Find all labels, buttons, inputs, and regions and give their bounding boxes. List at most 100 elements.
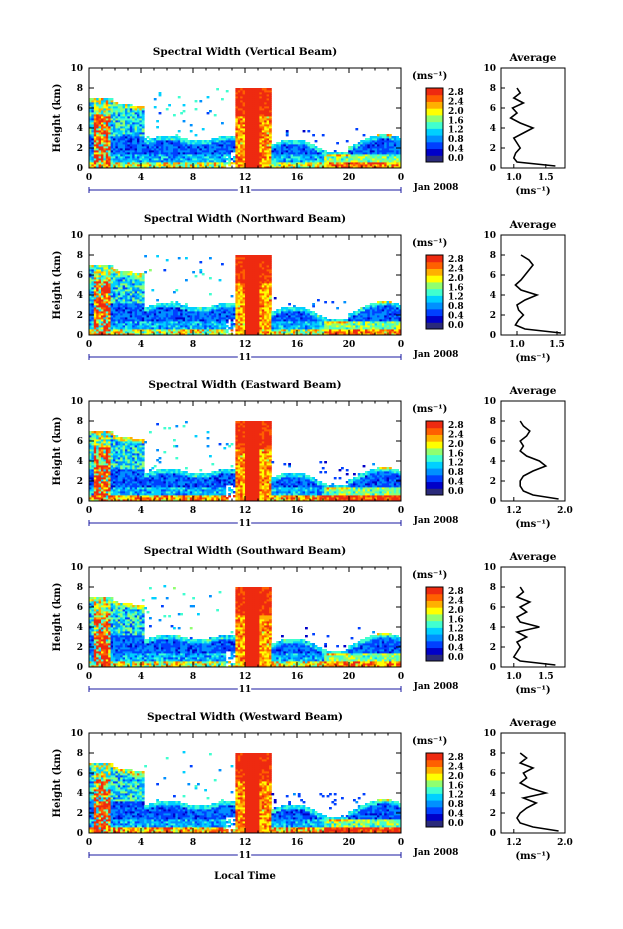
heatmap-cell: [103, 114, 107, 117]
heatmap-cell: [141, 162, 145, 165]
heatmap-cell: [324, 160, 327, 163]
heatmap-cell: [132, 122, 135, 125]
heatmap-cell: [305, 160, 308, 163]
heatmap-cell: [96, 118, 99, 121]
heatmap-cell: [379, 134, 383, 137]
heatmap-cell: [249, 138, 253, 141]
heatmap-cell: [93, 146, 97, 149]
heatmap-cell: [91, 333, 95, 336]
heatmap-cell: [108, 160, 111, 163]
heatmap-cell: [237, 130, 241, 133]
heatmap-cell: [139, 152, 143, 155]
heatmap-cell: [396, 136, 399, 139]
heatmap-cell: [396, 150, 399, 153]
heatmap-cell: [249, 130, 253, 133]
heatmap-cell: [127, 166, 131, 169]
heatmap-cell: [117, 301, 121, 304]
heatmap-cell: [367, 142, 371, 145]
heatmap-cell: [120, 287, 123, 290]
heatmap-cell: [254, 104, 258, 107]
heatmap-cell: [137, 158, 140, 161]
heatmap-cell: [206, 148, 210, 151]
heatmap-cell: [117, 291, 121, 294]
heatmap-cell: [269, 150, 272, 153]
heatmap-cell: [101, 156, 104, 159]
heatmap-cell: [386, 150, 390, 153]
heatmap-cell: [357, 148, 361, 151]
heatmap-cell: [369, 154, 373, 157]
heatmap-cell: [93, 331, 97, 334]
heatmap-cell: [110, 150, 114, 153]
heatmap-cell: [182, 140, 186, 143]
heatmap-cell: [271, 164, 275, 167]
heatmap-cell: [348, 164, 351, 167]
heatmap-cell: [115, 118, 119, 121]
heatmap-cell: [127, 271, 131, 274]
heatmap-cell: [194, 307, 198, 310]
heatmap-cell: [139, 146, 143, 149]
heatmap-cell: [165, 162, 169, 165]
heatmap-cell: [221, 162, 224, 165]
heatmap-cell: [101, 281, 104, 284]
heatmap-cell: [89, 313, 92, 316]
heatmap-cell: [237, 92, 241, 95]
heatmap-cell: [254, 255, 258, 258]
heatmap-cell: [211, 160, 215, 163]
heatmap-cell: [240, 138, 243, 141]
heatmap-cell: [266, 94, 270, 97]
heatmap-cell: [269, 126, 272, 129]
heatmap-cell: [137, 309, 140, 312]
heatmap-cell: [89, 106, 92, 109]
heatmap-cell: [223, 164, 227, 167]
heatmap-cell: [350, 150, 354, 153]
heatmap-cell: [113, 116, 116, 119]
heatmap-cell: [120, 112, 123, 115]
heatmap-cell: [247, 140, 251, 143]
heatmap-cell: [122, 287, 126, 290]
heatmap-cell: [237, 98, 241, 101]
heatmap-cell: [103, 267, 107, 270]
heatmap-cell: [389, 148, 392, 151]
heatmap-cell: [225, 158, 229, 161]
heatmap-cell: [283, 166, 287, 169]
heatmap-cell: [137, 329, 140, 332]
heatmap-cell: [189, 160, 193, 163]
heatmap-cell: [350, 146, 354, 149]
heatmap-cell: [125, 279, 128, 282]
heatmap-cell: [149, 150, 152, 153]
heatmap-cell: [278, 150, 282, 153]
heatmap-cell: [98, 297, 102, 300]
heatmap-cell: [141, 146, 145, 149]
heatmap-cell: [117, 110, 121, 113]
heatmap-cell: [278, 146, 282, 149]
heatmap-cell: [122, 293, 126, 296]
heatmap-cell: [278, 309, 282, 312]
heatmap-cell: [91, 112, 95, 115]
heatmap-cell: [91, 317, 95, 320]
heatmap-cell: [182, 150, 186, 153]
heatmap-cell: [113, 285, 116, 288]
heatmap-cell: [321, 162, 325, 165]
heatmap-cell: [113, 319, 116, 322]
heatmap-cell: [187, 164, 191, 167]
heatmap-cell: [96, 134, 99, 137]
heatmap-cell: [329, 154, 332, 157]
heatmap-cell: [293, 156, 296, 159]
heatmap-cell: [108, 317, 111, 320]
heatmap-cell: [137, 313, 140, 316]
heatmap-cell: [127, 333, 131, 336]
heatmap-cell: [189, 140, 193, 143]
heatmap-cell: [266, 134, 270, 137]
heatmap-cell: [185, 257, 188, 260]
heatmap-cell: [127, 162, 131, 165]
heatmap-cell: [216, 148, 219, 151]
heatmap-cell: [293, 154, 296, 157]
colorbar-segment: [426, 101, 443, 109]
heatmap-cell: [223, 160, 227, 163]
heatmap-cell: [139, 106, 143, 109]
heatmap-cell: [132, 154, 135, 157]
heatmap-cell: [259, 146, 263, 149]
heatmap-cell: [259, 98, 263, 101]
heatmap-cell: [254, 124, 258, 127]
heatmap-cell: [105, 325, 109, 328]
